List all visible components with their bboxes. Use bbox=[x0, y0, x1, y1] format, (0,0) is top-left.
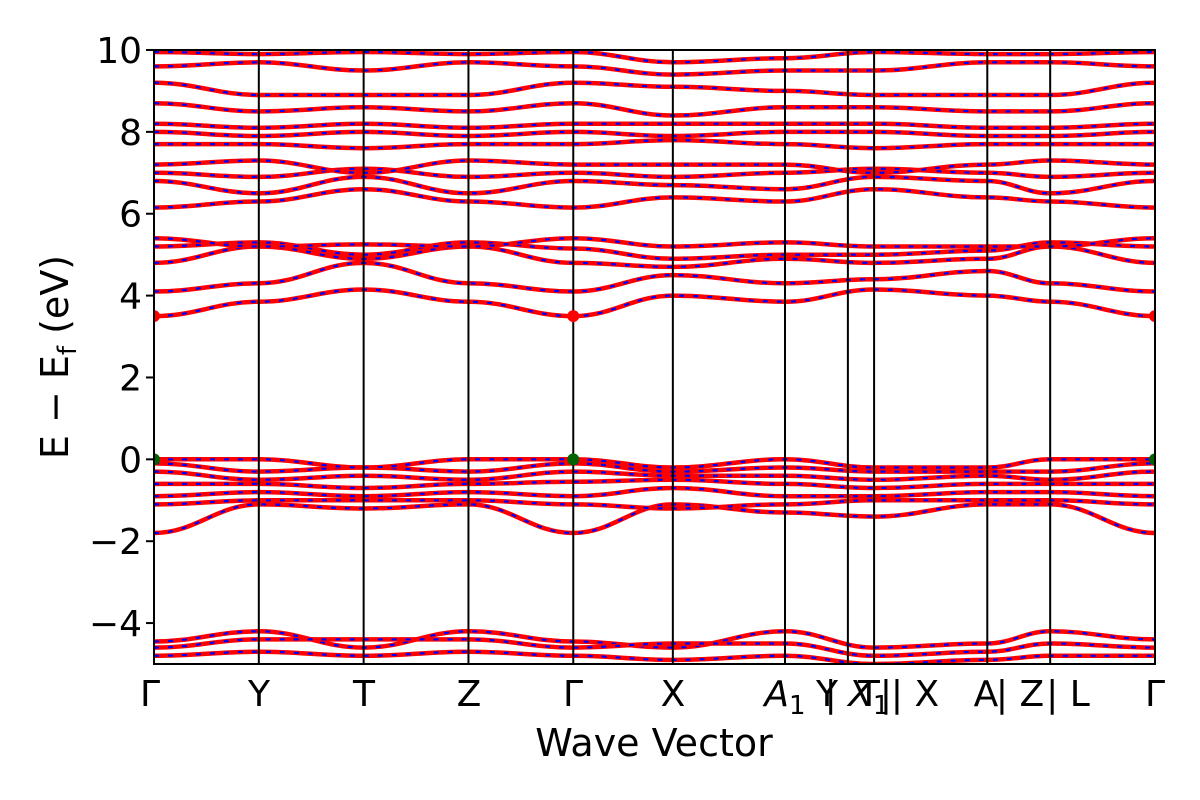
vbm-marker-1 bbox=[567, 453, 580, 466]
band-21-spin-up bbox=[154, 121, 1155, 131]
band-5-spin-up bbox=[154, 485, 1155, 499]
x-tick-label-10: | X bbox=[891, 674, 939, 715]
band-16-spin-down bbox=[154, 175, 1155, 195]
cbm-marker-2 bbox=[1149, 310, 1155, 323]
band-11-spin-down bbox=[154, 261, 1155, 293]
y-axis-ticks: −4 −2 0 2 4 6 8 10 bbox=[89, 31, 154, 645]
band-3-spin-down bbox=[154, 503, 1155, 535]
y-tick-label-6: 8 bbox=[119, 113, 142, 154]
band-14-spin-down bbox=[154, 237, 1155, 248]
band-15-spin-down bbox=[154, 188, 1155, 209]
x-tick-label-3: Z bbox=[457, 674, 482, 715]
bands-layer bbox=[154, 50, 1155, 664]
x-tick-label-14: Γ bbox=[1145, 674, 1165, 715]
y-tick-label-3: 2 bbox=[119, 358, 142, 399]
band-19-spin-up bbox=[154, 137, 1155, 151]
x-tick-label-5: X bbox=[661, 674, 686, 715]
band-21-spin-down bbox=[154, 122, 1155, 129]
band-14-spin-up bbox=[154, 236, 1155, 249]
band-6-spin-down bbox=[154, 478, 1155, 490]
band-10-spin-up bbox=[154, 287, 1155, 319]
band-17-spin-up bbox=[154, 166, 1155, 180]
y-axis-title: E − Ef (eV) bbox=[33, 255, 83, 459]
band-19-spin-down bbox=[154, 138, 1155, 150]
band-7-spin-down bbox=[154, 470, 1155, 481]
band-0-spin-down bbox=[154, 630, 1155, 649]
band-23-spin-up bbox=[154, 80, 1155, 98]
y-axis-title-sub: f bbox=[53, 345, 83, 355]
y-tick-label-5: 6 bbox=[119, 195, 142, 236]
band-22-spin-up bbox=[154, 100, 1155, 118]
x-tick-label-2: T bbox=[352, 674, 376, 715]
band-18-spin-down bbox=[154, 159, 1155, 174]
cbm-marker-0 bbox=[154, 310, 160, 323]
x-tick-label-12: | Z bbox=[996, 674, 1044, 715]
x-axis-title: Wave Vector bbox=[535, 721, 773, 765]
band-9-spin-up bbox=[154, 457, 1155, 470]
x-tick-label-11: A bbox=[974, 674, 999, 715]
x-tick-label-7: Y bbox=[815, 674, 839, 715]
band-18-spin-up bbox=[154, 158, 1155, 176]
band-25-spin-down bbox=[154, 50, 1155, 64]
x-tick-label-1: Y bbox=[247, 674, 271, 715]
y-tick-label-4: 4 bbox=[119, 277, 142, 318]
band-4-spin-down bbox=[154, 499, 1155, 510]
y-tick-label-2: 0 bbox=[119, 440, 142, 481]
y-axis-title-unit: (eV) bbox=[33, 255, 77, 346]
x-tick-label-0: Γ bbox=[140, 674, 160, 715]
y-tick-label-7: 10 bbox=[96, 31, 142, 72]
k-point-lines bbox=[257, 50, 1052, 664]
plot-frame bbox=[153, 49, 1156, 665]
band-2-spin-up bbox=[154, 649, 1155, 664]
x-tick-label-13: | L bbox=[1046, 674, 1090, 715]
vbm-marker-0 bbox=[154, 453, 160, 466]
band-20-spin-up bbox=[154, 129, 1155, 139]
band-10-spin-down bbox=[154, 288, 1155, 318]
band-13-spin-down bbox=[154, 241, 1155, 260]
band-12-spin-down bbox=[154, 245, 1155, 269]
band-24-spin-up bbox=[154, 60, 1155, 77]
band-8-spin-down bbox=[154, 462, 1155, 473]
band-20-spin-down bbox=[154, 130, 1155, 138]
x-tick-label-6: A1 bbox=[762, 674, 805, 721]
y-tick-label-0: −4 bbox=[89, 604, 142, 645]
x-tick-label-4: Γ bbox=[563, 674, 583, 715]
band-23-spin-down bbox=[154, 81, 1155, 97]
band-22-spin-down bbox=[154, 102, 1155, 117]
vbm-marker-2 bbox=[1149, 453, 1155, 466]
x-tick-label-8: | X1 bbox=[825, 674, 890, 721]
cbm-marker-1 bbox=[567, 310, 580, 323]
y-tick-label-1: −2 bbox=[89, 522, 142, 563]
x-tick-label-9: T| bbox=[857, 674, 892, 715]
band-24-spin-down bbox=[154, 61, 1155, 76]
y-axis-title-main: E − E bbox=[33, 355, 77, 459]
band-5-spin-down bbox=[154, 486, 1155, 498]
band-9-spin-down bbox=[154, 458, 1155, 469]
band-17-spin-down bbox=[154, 167, 1155, 179]
band-2-spin-down bbox=[154, 650, 1155, 664]
band-edge-markers bbox=[154, 310, 1155, 466]
